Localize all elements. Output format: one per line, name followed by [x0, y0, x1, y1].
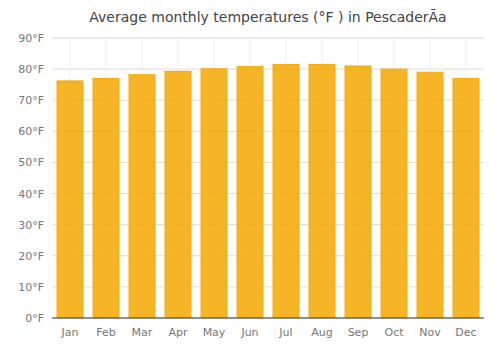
y-tick-label: 80°F	[18, 63, 44, 76]
bar	[201, 69, 227, 318]
x-tick-label: May	[203, 326, 226, 339]
y-tick-label: 60°F	[18, 125, 44, 138]
grid	[52, 38, 484, 318]
grid-line-y	[52, 318, 484, 319]
y-tick-label: 0°F	[25, 312, 44, 325]
y-tick-label: 90°F	[18, 32, 44, 45]
bar	[129, 75, 155, 318]
x-tick-label: Mar	[132, 326, 153, 339]
y-tick-label: 10°F	[18, 281, 44, 294]
grid-line-y	[52, 69, 484, 70]
x-tick-label: Sep	[348, 326, 369, 339]
bar	[309, 64, 335, 318]
x-axis: Jan Feb Mar Apr May Jun Jul Aug Sep Oct Nov Dec	[52, 318, 484, 339]
x-axis-line	[52, 318, 484, 319]
y-tick-label: 70°F	[18, 94, 44, 107]
grid-line-y	[52, 38, 484, 39]
x-tick-label: Jan	[61, 326, 79, 339]
bar	[93, 78, 119, 318]
x-tick-label: Oct	[384, 326, 404, 339]
chart-svg: Average monthly temperatures (°F ) in Pe…	[0, 0, 500, 350]
y-tick-label: 50°F	[18, 156, 44, 169]
chart-container: Average monthly temperatures (°F ) in Pe…	[0, 0, 500, 350]
y-tick-label: 20°F	[18, 250, 44, 263]
x-tick-label: Apr	[168, 326, 188, 339]
bar	[57, 81, 83, 318]
bar	[345, 66, 371, 318]
bar	[237, 67, 263, 318]
y-tick-label: 40°F	[18, 188, 44, 201]
x-tick-label: Nov	[419, 326, 441, 339]
bar	[417, 72, 443, 318]
bar	[273, 64, 299, 318]
x-tick-label: Dec	[455, 326, 476, 339]
bar	[381, 69, 407, 318]
bar	[165, 71, 191, 318]
x-tick-label: Aug	[311, 326, 332, 339]
y-axis: 0°F 10°F 20°F 30°F 40°F 50°F 60°F 70°F 80°F 90°F	[18, 32, 44, 325]
bar	[453, 78, 479, 318]
x-tick-label: Jul	[278, 326, 292, 339]
x-tick-label: Feb	[96, 326, 115, 339]
bars	[57, 64, 479, 318]
x-tick-label: Jun	[240, 326, 258, 339]
y-tick-label: 30°F	[18, 219, 44, 232]
chart-title: Average monthly temperatures (°F ) in Pe…	[89, 9, 446, 25]
